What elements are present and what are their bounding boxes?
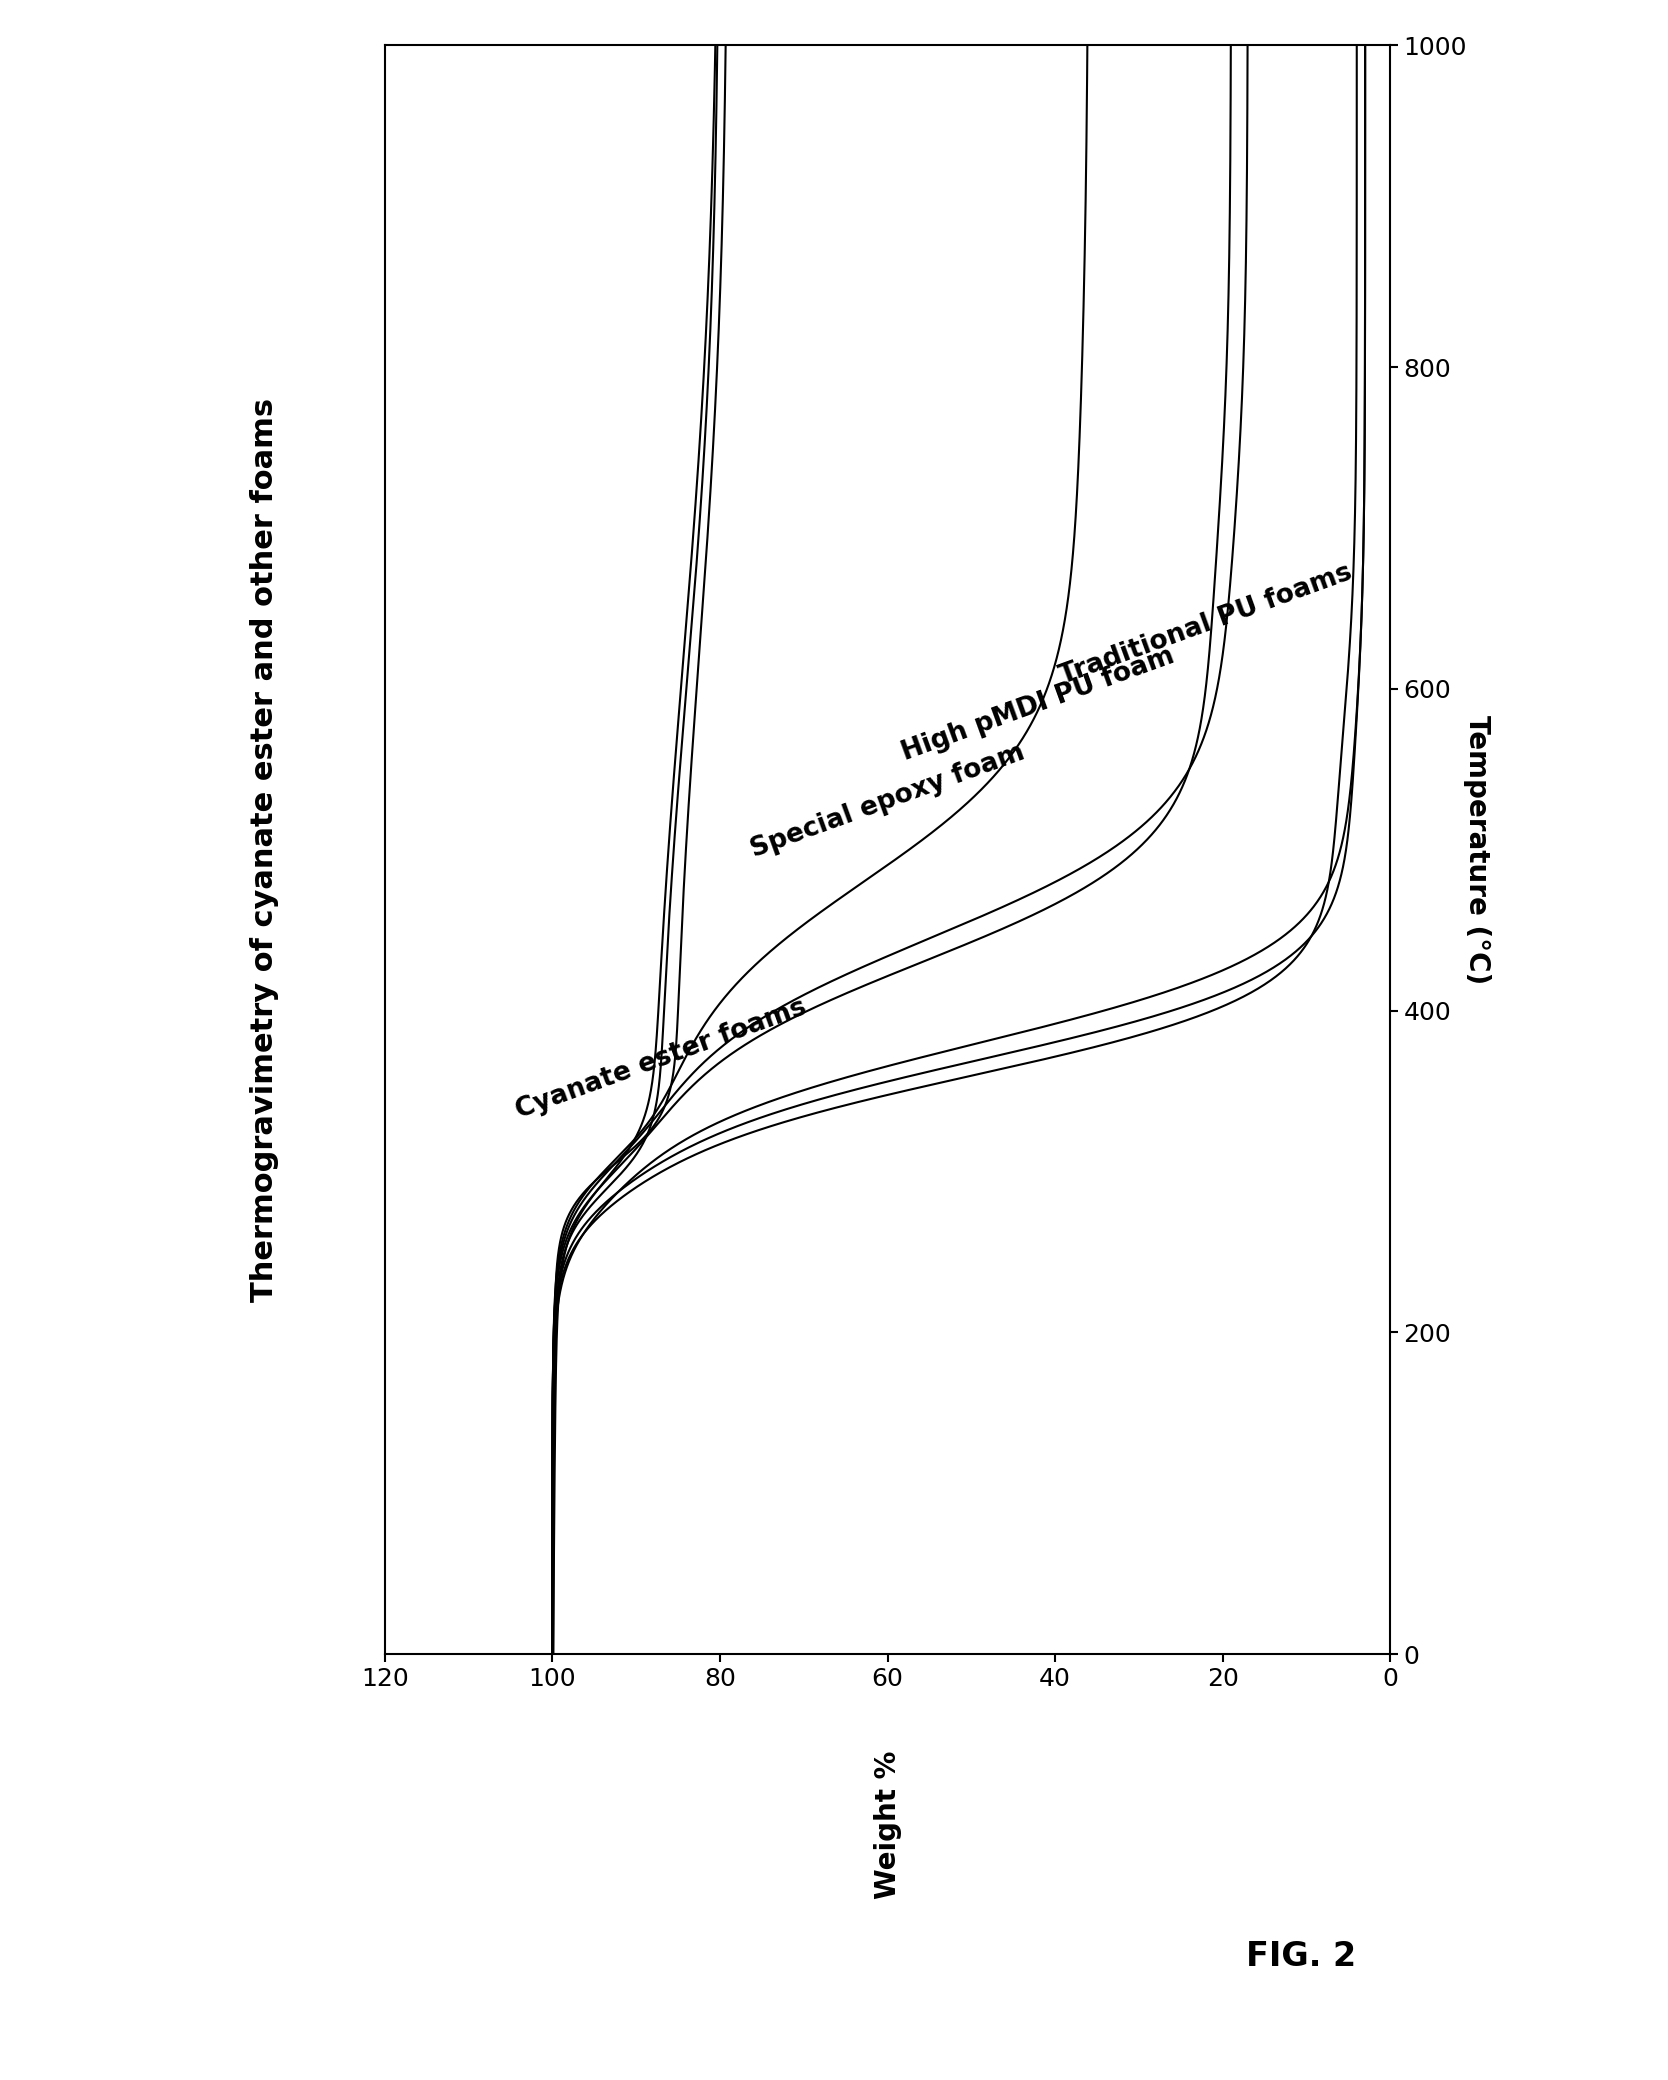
Text: Thermogravimetry of cyanate ester and other foams: Thermogravimetry of cyanate ester and ot… [250, 397, 279, 1302]
Text: High pMDI PU foam: High pMDI PU foam [899, 643, 1178, 765]
Text: FIG. 2: FIG. 2 [1246, 1939, 1356, 1972]
Y-axis label: Temperature (°C): Temperature (°C) [1463, 716, 1491, 984]
Text: Cyanate ester foams: Cyanate ester foams [512, 994, 811, 1123]
X-axis label: Weight %: Weight % [874, 1751, 901, 1899]
Text: Special epoxy foam: Special epoxy foam [747, 740, 1027, 863]
Text: Traditional PU foams: Traditional PU foams [1056, 560, 1356, 691]
